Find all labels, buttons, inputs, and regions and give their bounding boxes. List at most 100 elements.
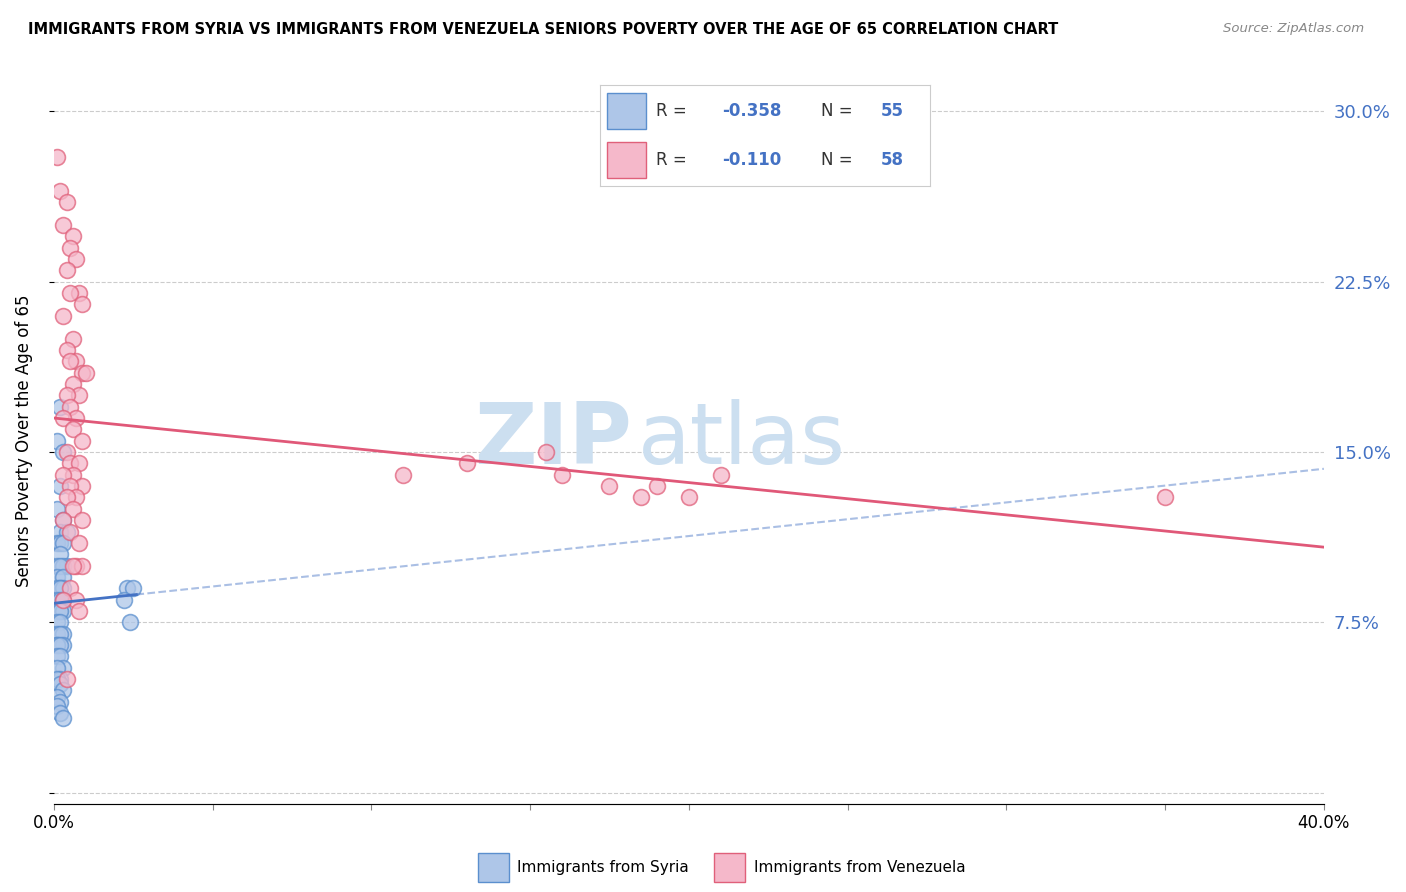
Point bbox=[59, 286, 82, 301]
Point bbox=[52, 604, 75, 618]
Point bbox=[52, 513, 75, 527]
Point bbox=[59, 457, 82, 471]
Point bbox=[52, 582, 75, 596]
Point bbox=[67, 604, 90, 618]
Text: Immigrants from Venezuela: Immigrants from Venezuela bbox=[754, 860, 966, 875]
Point bbox=[46, 690, 69, 705]
Point bbox=[52, 513, 75, 527]
Point bbox=[52, 570, 75, 584]
Point bbox=[59, 400, 82, 414]
Point bbox=[46, 434, 69, 448]
Point bbox=[52, 467, 75, 482]
Point bbox=[55, 491, 77, 505]
Point bbox=[67, 457, 90, 471]
Point bbox=[52, 626, 75, 640]
Point bbox=[52, 711, 75, 725]
Point bbox=[59, 582, 82, 596]
Point bbox=[62, 422, 84, 436]
Point bbox=[52, 661, 75, 675]
Point bbox=[115, 582, 138, 596]
Point bbox=[1154, 491, 1177, 505]
Point bbox=[72, 479, 94, 493]
Point bbox=[52, 638, 75, 652]
Point bbox=[72, 558, 94, 573]
Point bbox=[72, 297, 94, 311]
Text: IMMIGRANTS FROM SYRIA VS IMMIGRANTS FROM VENEZUELA SENIORS POVERTY OVER THE AGE : IMMIGRANTS FROM SYRIA VS IMMIGRANTS FROM… bbox=[28, 22, 1059, 37]
Point bbox=[55, 524, 77, 539]
Point bbox=[75, 366, 97, 380]
Point bbox=[678, 491, 700, 505]
Point bbox=[49, 649, 72, 664]
Point bbox=[62, 332, 84, 346]
Point bbox=[645, 479, 668, 493]
Point bbox=[49, 582, 72, 596]
Point bbox=[65, 558, 87, 573]
Point bbox=[46, 582, 69, 596]
Point bbox=[59, 524, 82, 539]
Point bbox=[65, 491, 87, 505]
Point bbox=[49, 615, 72, 630]
Point bbox=[49, 524, 72, 539]
Point bbox=[49, 400, 72, 414]
Point bbox=[52, 536, 75, 550]
Point bbox=[52, 558, 75, 573]
Point bbox=[49, 547, 72, 561]
Point bbox=[49, 638, 72, 652]
Point bbox=[55, 195, 77, 210]
Point bbox=[46, 626, 69, 640]
Point bbox=[55, 672, 77, 686]
Point bbox=[46, 558, 69, 573]
Point bbox=[67, 388, 90, 402]
Point bbox=[49, 479, 72, 493]
Point bbox=[46, 638, 69, 652]
Point bbox=[52, 683, 75, 698]
Point bbox=[49, 536, 72, 550]
Point bbox=[72, 513, 94, 527]
Point bbox=[65, 411, 87, 425]
Point bbox=[55, 343, 77, 357]
Point bbox=[55, 445, 77, 459]
Point bbox=[49, 592, 72, 607]
Point bbox=[46, 592, 69, 607]
Point bbox=[62, 467, 84, 482]
Point bbox=[72, 434, 94, 448]
Point bbox=[49, 604, 72, 618]
Point bbox=[46, 672, 69, 686]
Point bbox=[52, 218, 75, 232]
Point bbox=[49, 558, 72, 573]
Point bbox=[710, 467, 733, 482]
Point bbox=[52, 309, 75, 323]
Point bbox=[46, 649, 69, 664]
Point bbox=[49, 184, 72, 198]
Point bbox=[46, 501, 69, 516]
Point bbox=[65, 252, 87, 266]
Point bbox=[49, 604, 72, 618]
Point bbox=[59, 354, 82, 368]
Point bbox=[456, 457, 478, 471]
Point bbox=[46, 661, 69, 675]
Point bbox=[55, 388, 77, 402]
Point bbox=[59, 241, 82, 255]
Point bbox=[112, 592, 135, 607]
Point bbox=[62, 376, 84, 391]
Point bbox=[67, 286, 90, 301]
Point bbox=[46, 536, 69, 550]
Point bbox=[52, 411, 75, 425]
Point bbox=[49, 672, 72, 686]
Point bbox=[62, 501, 84, 516]
Point bbox=[46, 150, 69, 164]
Text: Immigrants from Syria: Immigrants from Syria bbox=[517, 860, 689, 875]
Point bbox=[65, 592, 87, 607]
Point bbox=[55, 263, 77, 277]
Point bbox=[59, 479, 82, 493]
FancyBboxPatch shape bbox=[478, 854, 509, 881]
FancyBboxPatch shape bbox=[714, 854, 745, 881]
Point bbox=[49, 676, 72, 690]
Point bbox=[534, 445, 557, 459]
Point bbox=[630, 491, 652, 505]
Point bbox=[46, 638, 69, 652]
Text: Source: ZipAtlas.com: Source: ZipAtlas.com bbox=[1223, 22, 1364, 36]
Point bbox=[62, 229, 84, 244]
Point bbox=[46, 604, 69, 618]
Point bbox=[49, 582, 72, 596]
